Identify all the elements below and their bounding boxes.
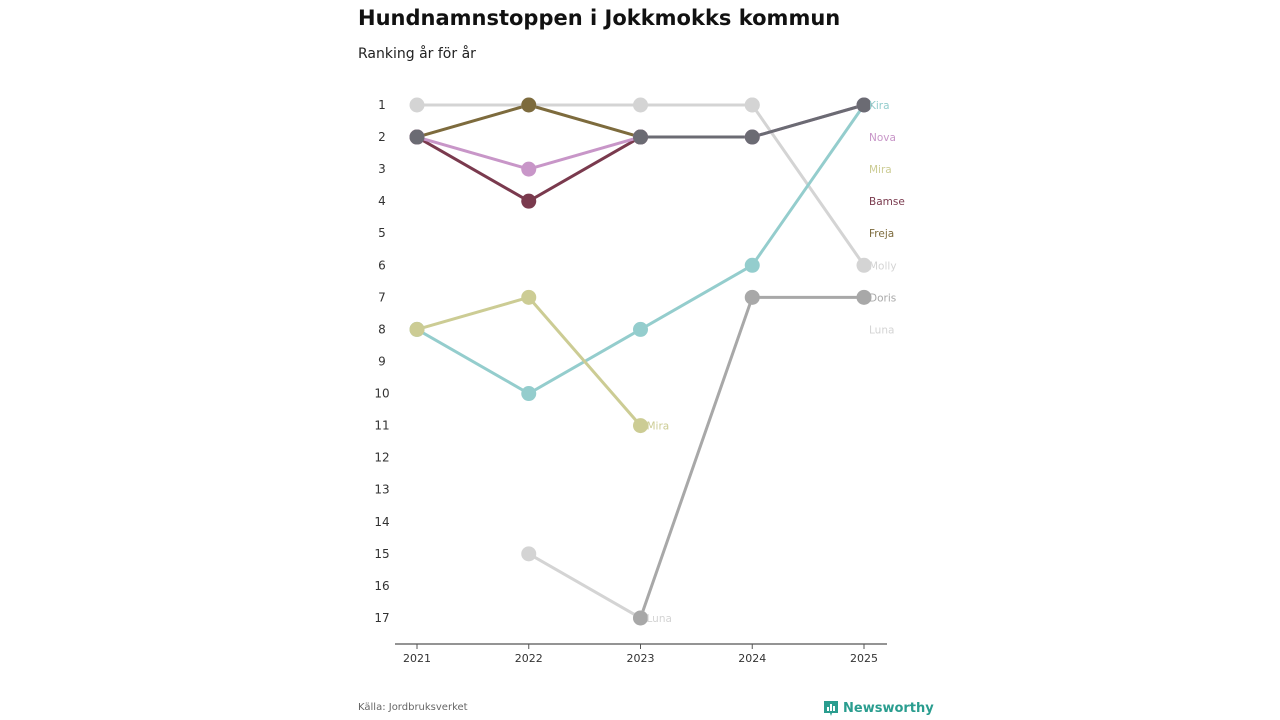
series-point-doris [856, 289, 872, 305]
series-label-freja: Freja [869, 228, 894, 240]
y-tick-label: 9 [378, 354, 386, 368]
series-label-luna: Luna [647, 613, 672, 625]
chart-subtitle: Ranking år för år [358, 46, 476, 62]
x-tick-label: 2025 [850, 652, 878, 665]
series-point-molly [856, 257, 872, 273]
series-point-mira [521, 289, 537, 305]
series-line-nova [415, 135, 531, 171]
brand-name: Newsworthy [843, 701, 934, 716]
series-point-luna [409, 97, 425, 113]
series-line-mira [527, 295, 642, 428]
series-point-kira [521, 386, 537, 402]
y-tick-label: 17 [374, 611, 389, 625]
y-tick-label: 14 [374, 515, 389, 529]
x-tick-label: 2022 [515, 652, 543, 665]
series-point-dark [856, 97, 872, 113]
series-label-mira: Mira [869, 164, 892, 176]
y-tick-label: 8 [378, 322, 386, 336]
series-label-bamse: Bamse [869, 196, 905, 208]
series-point-molly [744, 97, 760, 113]
series-line-bamse [527, 135, 642, 203]
series-label-mira: Mira [647, 421, 670, 433]
y-tick-label: 6 [378, 258, 386, 272]
series-line-luna [527, 552, 642, 620]
y-tick-label: 13 [374, 483, 389, 497]
x-tick-label: 2023 [627, 652, 655, 665]
series-line-bamse [415, 135, 531, 203]
series-label-kira: Kira [869, 100, 890, 112]
series-line-mira [415, 295, 531, 331]
series-line-dark [750, 103, 866, 139]
brand-logo: Newsworthy [823, 700, 934, 717]
series-point-nova [521, 161, 537, 177]
series-point-doris [744, 289, 760, 305]
series-label-molly: Molly [869, 260, 897, 272]
series-line-nova [527, 135, 642, 171]
x-tick-label: 2024 [738, 652, 766, 665]
series-line-kira [415, 327, 531, 396]
series-point-kira [633, 321, 648, 337]
series-point-luna [633, 97, 648, 113]
y-tick-label: 2 [378, 130, 386, 144]
y-tick-label: 7 [378, 290, 386, 304]
series-line-kira [639, 263, 754, 331]
series-line-kira [750, 103, 866, 267]
series-point-doris [633, 610, 648, 626]
series-point-mira [409, 321, 425, 337]
series-line-freja [527, 103, 642, 139]
series-line-doris [639, 295, 754, 620]
y-tick-label: 5 [378, 226, 386, 240]
source-note: Källa: Jordbruksverket [358, 702, 468, 713]
y-tick-label: 10 [374, 387, 389, 401]
series-point-kira [744, 257, 760, 273]
series-point-dark [409, 129, 425, 145]
series-point-dark [744, 129, 760, 145]
y-tick-label: 4 [378, 194, 386, 208]
series-point-bamse [521, 193, 537, 209]
y-tick-label: 16 [374, 579, 389, 593]
series-point-dark [633, 129, 648, 145]
newsworthy-icon [824, 701, 838, 716]
y-tick-label: 3 [378, 162, 386, 176]
y-tick-label: 1 [378, 98, 386, 112]
series-label-doris: Doris [869, 292, 896, 304]
series-line-freja [415, 103, 531, 139]
series-point-luna [521, 546, 537, 562]
y-tick-label: 12 [374, 451, 389, 465]
series-label-luna: Luna [869, 324, 894, 336]
y-tick-label: 11 [374, 419, 389, 433]
series-label-nova: Nova [869, 132, 896, 144]
series-point-mira [633, 418, 648, 434]
x-tick-label: 2021 [403, 652, 431, 665]
chart-title: Hundnamnstoppen i Jokkmokks kommun [358, 6, 841, 30]
series-point-freja [521, 97, 537, 113]
y-tick-label: 15 [374, 547, 389, 561]
